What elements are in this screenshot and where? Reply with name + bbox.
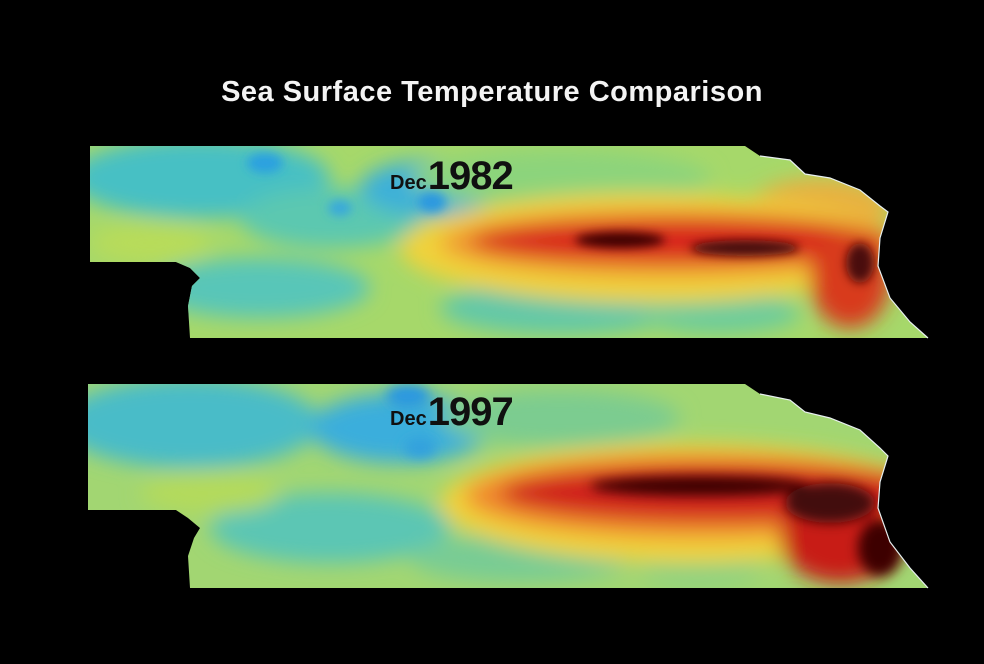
panel-month: Dec [390, 408, 427, 430]
panel-year: 1982 [427, 154, 514, 198]
panel-label-1997: Dec 1997 [390, 390, 514, 435]
page-title: Sea Surface Temperature Comparison [221, 76, 763, 108]
panel-month: Dec [390, 172, 427, 194]
panel-label-1982: Dec 1982 [390, 154, 514, 199]
sst-map-1982 [90, 146, 929, 339]
panel-year: 1997 [427, 390, 514, 434]
sst-map-1997 [88, 384, 929, 589]
